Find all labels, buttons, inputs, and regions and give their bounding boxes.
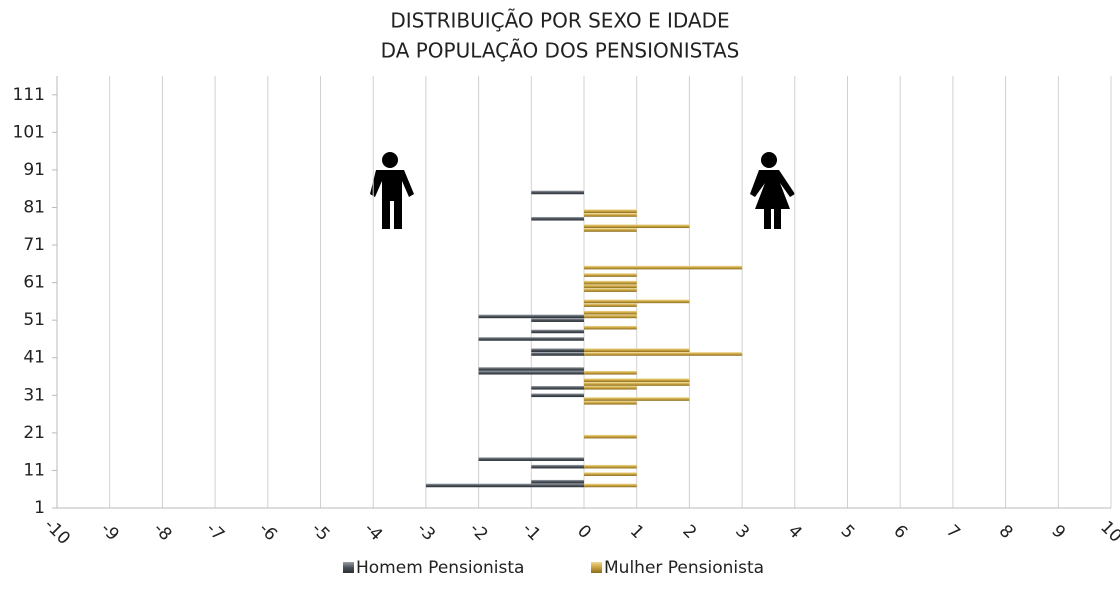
y-tick-label: 11 xyxy=(23,460,45,480)
bar xyxy=(584,228,637,232)
bar xyxy=(531,318,584,322)
x-tick-label: 9 xyxy=(1047,521,1069,543)
bar xyxy=(584,348,690,353)
y-tick-label: 61 xyxy=(23,273,45,293)
y-tick-label: 71 xyxy=(23,235,45,255)
bar xyxy=(478,314,584,319)
x-tick-label: 4 xyxy=(784,521,806,543)
x-tick-label: -4 xyxy=(360,519,386,545)
bar xyxy=(531,216,584,221)
y-tick-label: 111 xyxy=(13,85,45,105)
x-tick-label: 1 xyxy=(626,521,648,543)
x-tick-label: -8 xyxy=(149,519,175,545)
bar xyxy=(584,213,637,217)
y-tick-label: 41 xyxy=(23,348,45,368)
bar xyxy=(584,464,637,469)
x-tick-label: -2 xyxy=(466,519,492,545)
x-tick-label: -1 xyxy=(518,519,544,545)
legend-label: Homem Pensionista xyxy=(356,558,524,578)
y-tick-label: 91 xyxy=(23,160,45,180)
bar xyxy=(531,393,584,398)
bar xyxy=(584,401,637,405)
x-tick-label: 8 xyxy=(995,521,1017,543)
bar xyxy=(584,472,637,476)
bar xyxy=(584,288,637,292)
bar xyxy=(584,209,637,214)
bar xyxy=(478,337,584,341)
y-tick-label: 21 xyxy=(23,423,45,443)
x-tick-label: 0 xyxy=(573,521,595,543)
bar xyxy=(531,329,584,334)
x-tick-label: 5 xyxy=(837,521,859,543)
bar xyxy=(584,352,743,356)
x-tick-label: -7 xyxy=(202,519,228,545)
bar xyxy=(584,303,637,307)
bar xyxy=(531,386,584,390)
bar xyxy=(531,479,584,484)
man-icon xyxy=(370,152,414,229)
bar xyxy=(584,370,637,375)
bar xyxy=(584,434,637,439)
x-tick-label: -3 xyxy=(413,519,439,545)
bar xyxy=(478,367,584,371)
bar xyxy=(478,370,584,375)
chart-title: DISTRIBUIÇÃO POR SEXO E IDADE xyxy=(390,9,729,33)
x-tick-label: 2 xyxy=(679,521,701,543)
x-tick-label: -10 xyxy=(40,515,74,549)
chart-subtitle: DA POPULAÇÃO DOS PENSIONISTAS xyxy=(381,39,740,63)
bar xyxy=(478,457,584,461)
x-tick-label: -5 xyxy=(307,519,333,545)
bar xyxy=(584,265,743,270)
bar xyxy=(584,284,637,289)
bar xyxy=(584,378,690,383)
woman-icon xyxy=(750,152,795,229)
bar xyxy=(584,310,637,315)
bar xyxy=(531,348,584,353)
bar xyxy=(584,397,690,401)
bar xyxy=(584,299,690,304)
bar xyxy=(584,483,637,488)
y-tick-label: 51 xyxy=(23,310,45,330)
y-tick-label: 31 xyxy=(23,385,45,405)
y-tick-label: 1 xyxy=(34,498,45,518)
x-tick-label: 7 xyxy=(942,521,964,543)
y-tick-label: 101 xyxy=(13,122,45,142)
y-tick-label: 81 xyxy=(23,197,45,217)
x-tick-label: 6 xyxy=(889,521,911,543)
bar xyxy=(531,464,584,469)
bar xyxy=(584,224,690,229)
bar xyxy=(584,280,637,285)
bar xyxy=(584,386,637,390)
bar xyxy=(584,325,637,330)
bar xyxy=(584,273,637,277)
legend-swatch xyxy=(343,562,354,573)
bar xyxy=(531,190,584,195)
bar xyxy=(531,352,584,356)
bar xyxy=(584,314,637,319)
x-tick-label: -9 xyxy=(97,519,123,545)
x-tick-label: 3 xyxy=(731,521,753,543)
x-tick-label: -6 xyxy=(255,519,281,545)
legend-label: Mulher Pensionista xyxy=(604,558,764,578)
x-tick-label: 10 xyxy=(1096,517,1120,546)
legend-swatch xyxy=(591,562,602,573)
bar xyxy=(425,483,584,488)
bar xyxy=(584,382,690,386)
